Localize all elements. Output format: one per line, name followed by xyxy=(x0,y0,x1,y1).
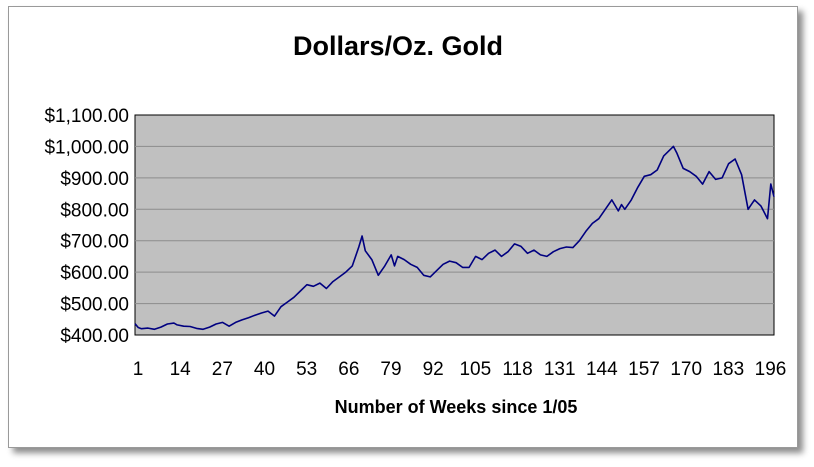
x-tick-label: 40 xyxy=(254,359,275,380)
y-tick-label: $600.00 xyxy=(60,263,129,284)
x-axis-label: Number of Weeks since 1/05 xyxy=(335,397,578,417)
plot-area xyxy=(134,114,775,336)
chart-title: Dollars/Oz. Gold xyxy=(293,31,503,61)
x-tick-label: 105 xyxy=(459,359,491,380)
x-tick-label: 157 xyxy=(628,359,660,380)
x-tick-label: 1 xyxy=(133,359,144,380)
y-tick-label: $700.00 xyxy=(60,232,129,253)
x-tick-label: 118 xyxy=(502,359,532,380)
x-tick-label: 14 xyxy=(170,359,192,380)
x-tick-label: 53 xyxy=(296,359,317,380)
x-tick-label: 170 xyxy=(670,359,702,380)
y-tick-label: $1,100.00 xyxy=(44,106,129,127)
x-tick-label: 131 xyxy=(544,359,576,380)
x-axis-tick-labels: 1 14 27 40 53 66 79 92 105 118 131 144 157 170 183 196 xyxy=(133,359,787,380)
gold-price-chart: $400.00 $500.00 $600.00 $700.00 $800.00 $900.… xyxy=(44,31,787,417)
x-tick-label: 27 xyxy=(212,359,233,380)
y-axis-tick-labels: $400.00 $500.00 $600.00 $700.00 $800.00 $900.… xyxy=(44,106,129,347)
series-line xyxy=(134,145,775,331)
y-tick-label: $800.00 xyxy=(60,200,129,221)
x-tick-label: 144 xyxy=(586,359,618,380)
x-tick-label: 92 xyxy=(423,359,444,380)
x-tick-label: 196 xyxy=(755,359,787,380)
x-tick-label: 79 xyxy=(380,359,401,380)
y-tick-label: $400.00 xyxy=(60,326,129,347)
y-tick-label: $500.00 xyxy=(60,295,129,316)
gridlines xyxy=(135,145,774,305)
x-tick-label: 183 xyxy=(712,359,744,380)
chart-frame: $400.00 $500.00 $600.00 $700.00 $800.00 $900.… xyxy=(8,6,798,448)
x-tick-label: 66 xyxy=(338,359,359,380)
y-tick-label: $1,000.00 xyxy=(44,137,129,158)
y-tick-label: $900.00 xyxy=(60,169,129,190)
